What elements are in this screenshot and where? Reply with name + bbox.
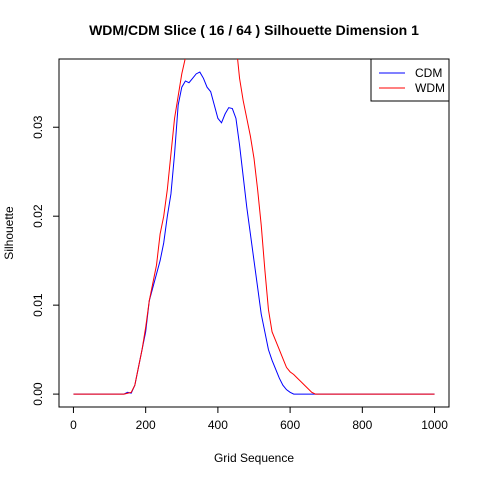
chart-title: WDM/CDM Slice ( 16 / 64 ) Silhouette Dim… xyxy=(89,22,419,38)
plot-frame xyxy=(58,58,450,408)
x-axis-label: Grid Sequence xyxy=(214,451,294,465)
y-tick-label: 0.00 xyxy=(31,382,45,406)
y-tick-label: 0.02 xyxy=(31,204,45,228)
x-tick-label: 1000 xyxy=(421,418,448,432)
y-axis-label: Silhouette xyxy=(2,206,16,260)
plot-area xyxy=(73,59,435,395)
series-line xyxy=(73,71,435,395)
x-tick-label: 600 xyxy=(280,418,300,432)
legend-box xyxy=(370,58,450,102)
x-tick-label: 400 xyxy=(208,418,228,432)
x-tick-label: 800 xyxy=(352,418,372,432)
series-line xyxy=(73,59,435,395)
x-tick-label: 200 xyxy=(136,418,156,432)
legend-label: WDM xyxy=(415,81,445,95)
y-tick-label: 0.01 xyxy=(31,293,45,317)
legend-label: CDM xyxy=(415,66,442,80)
x-tick-label: 0 xyxy=(70,418,77,432)
y-tick-label: 0.03 xyxy=(31,115,45,139)
